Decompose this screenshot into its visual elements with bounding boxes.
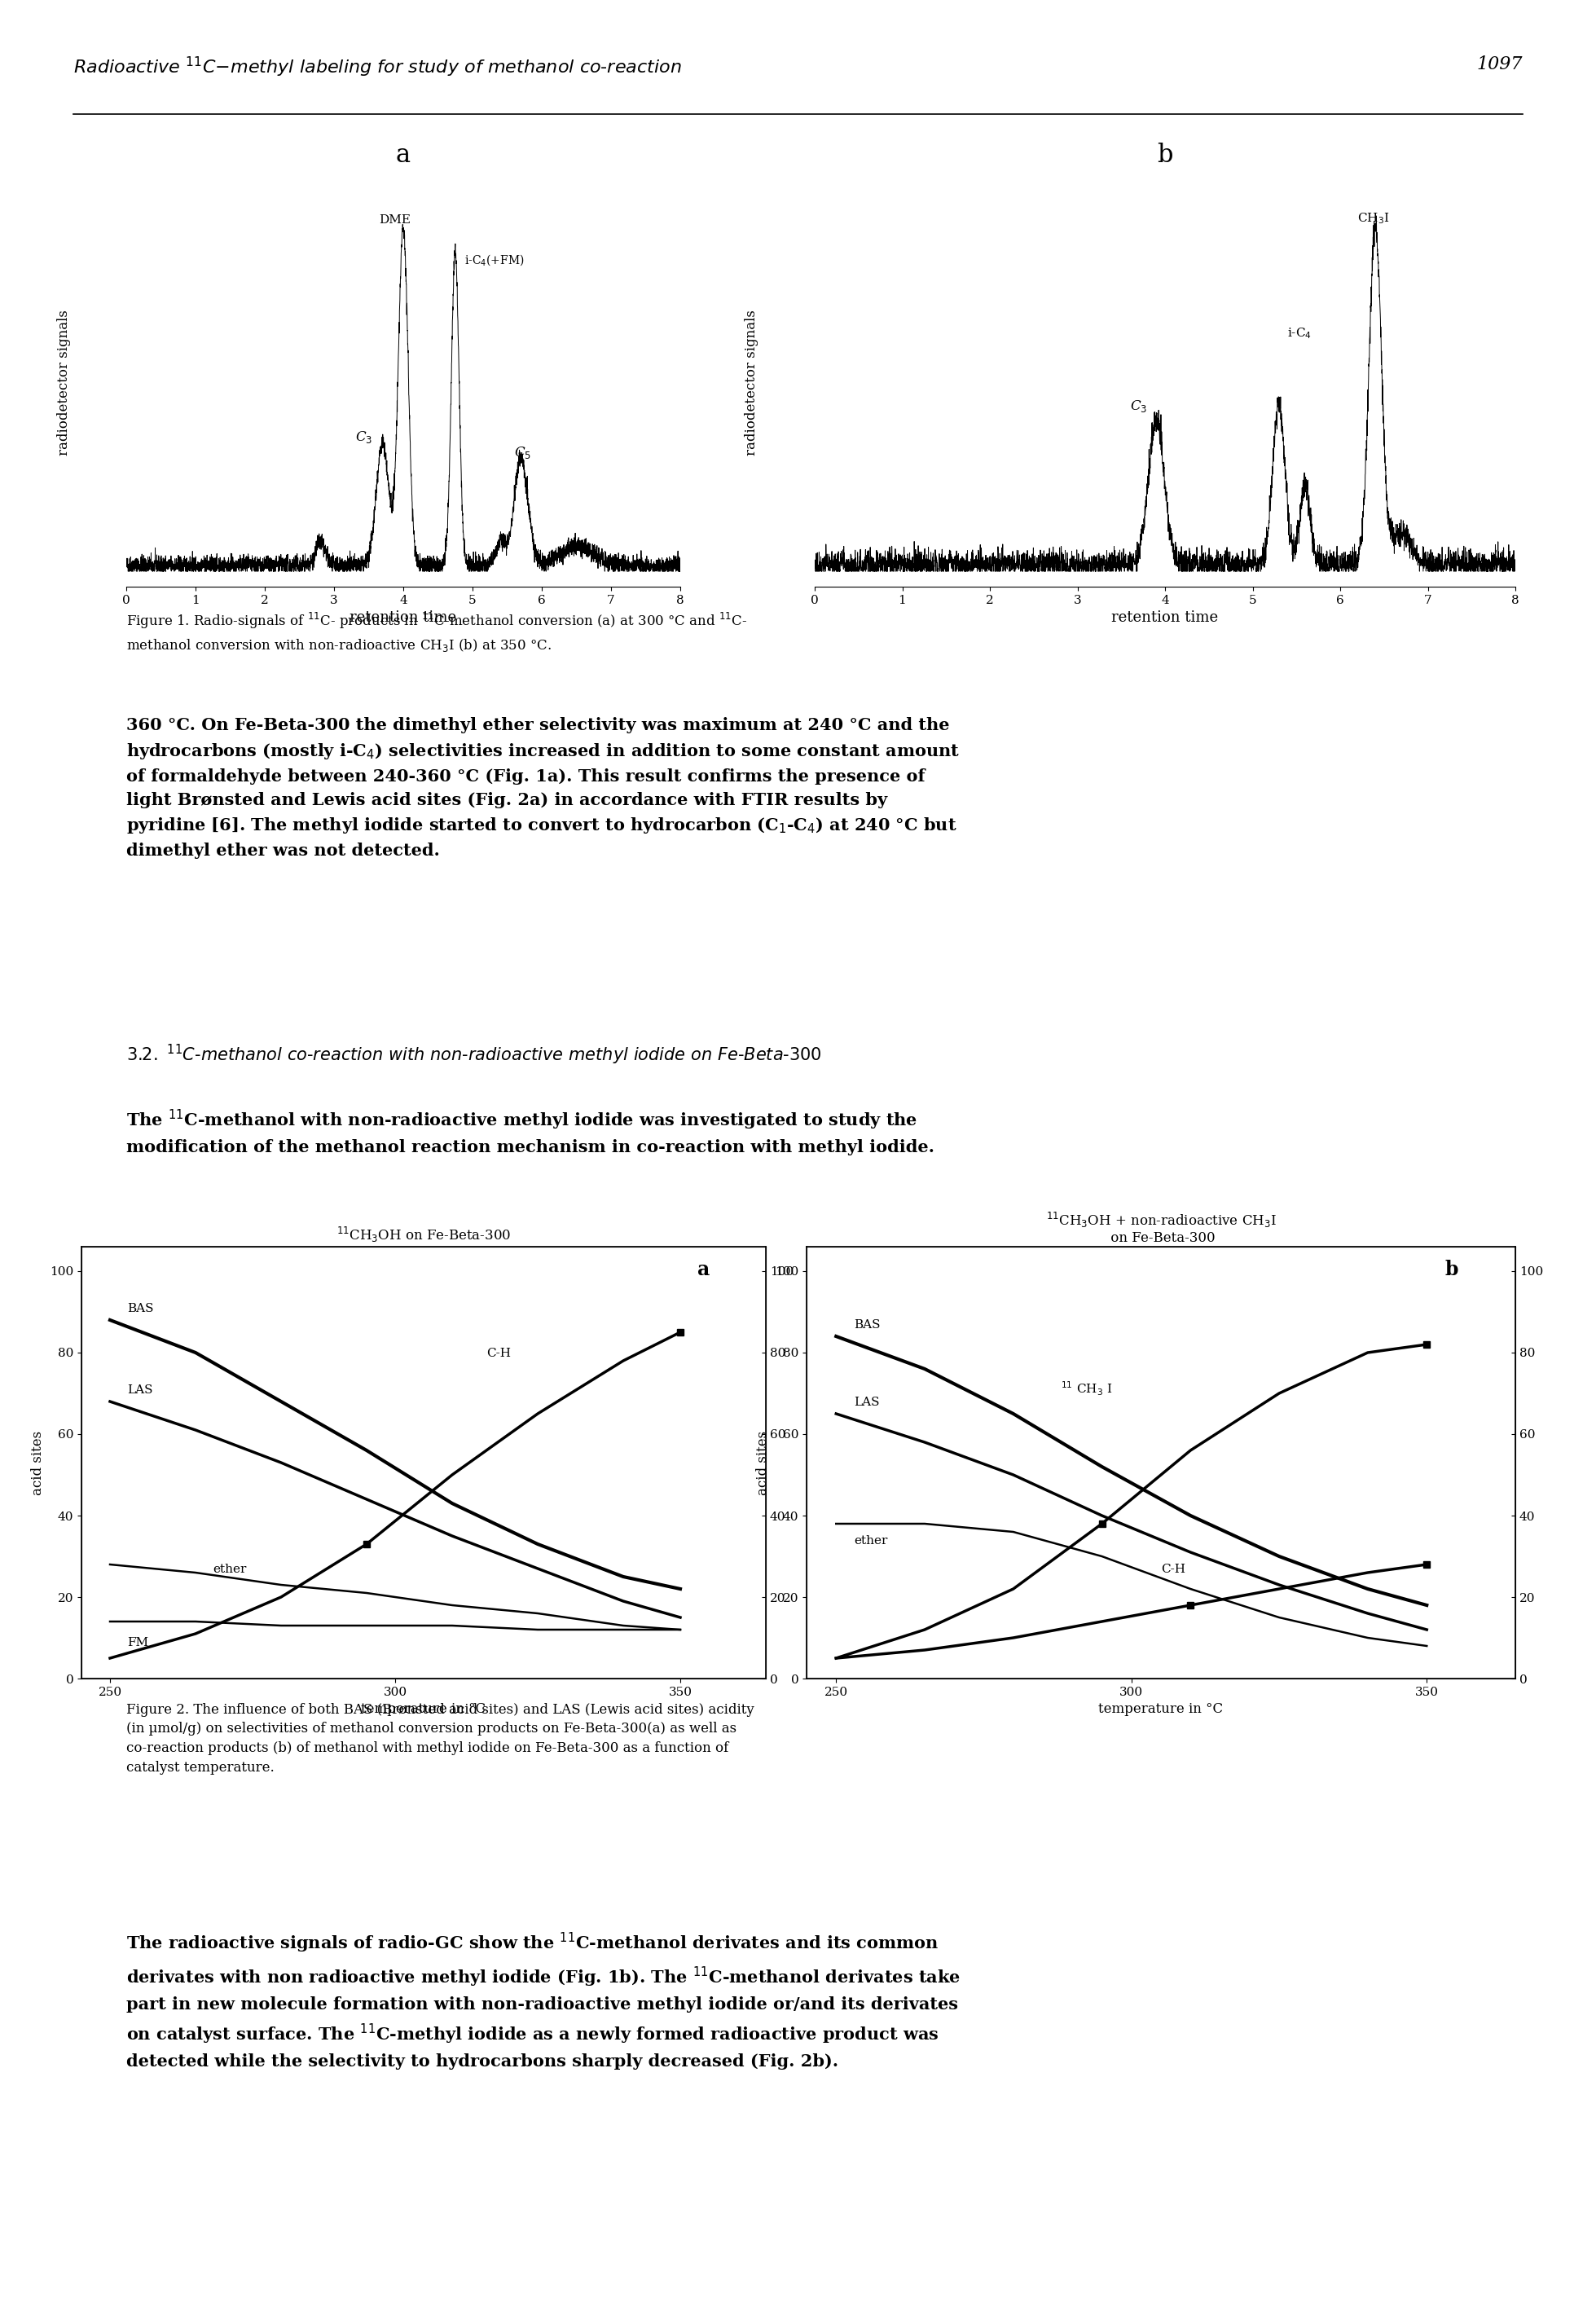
Text: The radioactive signals of radio-GC show the $^{11}$C-methanol derivates and its: The radioactive signals of radio-GC show… xyxy=(126,1932,961,2069)
Y-axis label: acid sites: acid sites xyxy=(757,1431,771,1496)
Text: b: b xyxy=(1444,1259,1457,1280)
Text: LAS: LAS xyxy=(854,1396,879,1408)
Text: Figure 2. The influence of both BAS (Brønsted acid sites) and LAS (Lewis acid si: Figure 2. The influence of both BAS (Brø… xyxy=(126,1702,755,1774)
Text: 1097: 1097 xyxy=(1476,56,1523,74)
Text: Figure 1. Radio-signals of $^{11}$C- products in $^{11}$C-methanol conversion (a: Figure 1. Radio-signals of $^{11}$C- pro… xyxy=(126,612,747,654)
Y-axis label: acid sites: acid sites xyxy=(32,1431,45,1496)
Title: $^{11}$CH$_3$OH + non-radioactive CH$_3$I
 on Fe-Beta-300: $^{11}$CH$_3$OH + non-radioactive CH$_3$… xyxy=(1045,1211,1277,1245)
Text: C-H: C-H xyxy=(1160,1563,1186,1575)
Text: FM: FM xyxy=(128,1637,148,1649)
Text: $\mathit{Radioactive}$ $\mathit{^{11}C}$$\mathit{-methyl\ labeling\ for\ study\ : $\mathit{Radioactive}$ $\mathit{^{11}C}$… xyxy=(73,56,681,79)
X-axis label: temperature in °C: temperature in °C xyxy=(1098,1702,1223,1716)
Title: $^{11}$CH$_3$OH on Fe-Beta-300: $^{11}$CH$_3$OH on Fe-Beta-300 xyxy=(337,1224,511,1243)
Text: C$_5$: C$_5$ xyxy=(514,445,531,459)
X-axis label: temperature in °C: temperature in °C xyxy=(361,1702,487,1716)
Text: ether: ether xyxy=(212,1563,246,1575)
Text: $\mathit{3.2.\ ^{11}C\text{-}methanol\ co\text{-}reaction\ with\ non\text{-}radi: $\mathit{3.2.\ ^{11}C\text{-}methanol\ c… xyxy=(126,1044,822,1067)
Text: b: b xyxy=(1157,141,1173,167)
Y-axis label: radiodetector signals: radiodetector signals xyxy=(57,311,70,457)
Text: i-C$_4$: i-C$_4$ xyxy=(1288,327,1312,341)
Text: DME: DME xyxy=(380,213,410,225)
X-axis label: retention time: retention time xyxy=(1111,610,1218,626)
Text: CH$_3$I: CH$_3$I xyxy=(1357,211,1390,225)
Text: i-C$_4$(+FM): i-C$_4$(+FM) xyxy=(464,253,523,267)
Y-axis label: radiodetector signals: radiodetector signals xyxy=(745,311,758,457)
Text: The $^{11}$C-methanol with non-radioactive methyl iodide was investigated to stu: The $^{11}$C-methanol with non-radioacti… xyxy=(126,1108,935,1155)
Text: a: a xyxy=(697,1259,710,1280)
Text: LAS: LAS xyxy=(128,1384,153,1396)
Text: C$_3$: C$_3$ xyxy=(354,429,372,445)
Text: 360 °C. On Fe-Beta-300 the dimethyl ether selectivity was maximum at 240 °C and : 360 °C. On Fe-Beta-300 the dimethyl ethe… xyxy=(126,717,959,858)
Text: $^{11}$ CH$_3$ I: $^{11}$ CH$_3$ I xyxy=(1060,1380,1112,1396)
Text: BAS: BAS xyxy=(128,1303,153,1315)
X-axis label: retention time: retention time xyxy=(350,610,456,626)
Text: BAS: BAS xyxy=(854,1320,881,1331)
Text: ether: ether xyxy=(854,1535,887,1547)
Text: C$_3$: C$_3$ xyxy=(1130,399,1148,415)
Text: C-H: C-H xyxy=(487,1347,511,1359)
Text: a: a xyxy=(396,141,410,167)
